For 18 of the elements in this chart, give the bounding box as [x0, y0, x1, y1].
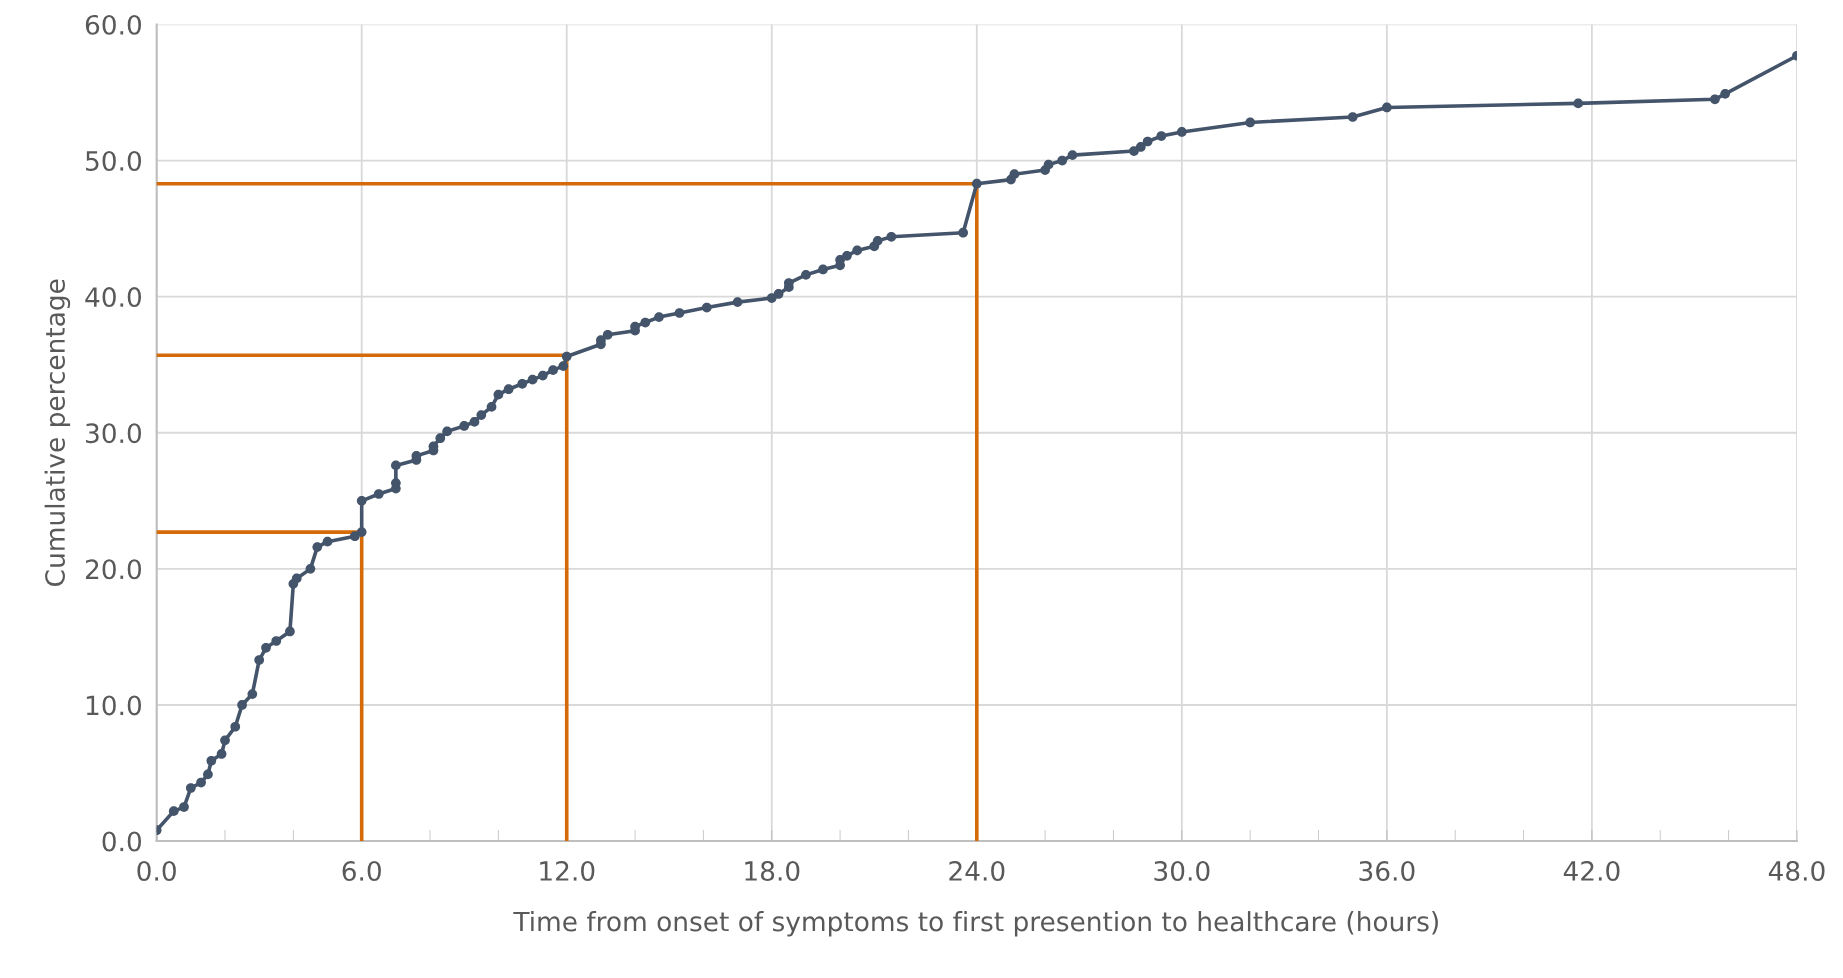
y-tick-label: 30.0: [86, 423, 142, 444]
x-tick-label: 42.0: [1563, 860, 1620, 881]
x-tick-label: 0.0: [137, 860, 176, 881]
x-tick-label: 18.0: [745, 860, 800, 881]
x-axis-title: Time from onset of symptoms to first presention to healthcare (hours): [513, 911, 1438, 937]
x-tick-label: 36.0: [1359, 860, 1415, 881]
y-tick-label: 10.0: [86, 695, 142, 716]
x-tick-label: 6.0: [342, 860, 381, 881]
y-tick-label: 40.0: [85, 287, 142, 308]
x-tick-label: 24.0: [949, 860, 1005, 881]
x-tick-label: 48.0: [1768, 860, 1825, 881]
x-tick-label: 30.0: [1154, 860, 1210, 881]
y-tick-label: 60.0: [85, 14, 142, 35]
y-tick-label: 50.0: [86, 151, 142, 171]
y-tick-label: 20.0: [85, 559, 142, 580]
y-tick-label: 0.0: [102, 831, 142, 852]
y-axis-title: Cumulative percentage: [44, 279, 71, 586]
x-tick-label: 12.0: [540, 860, 595, 881]
